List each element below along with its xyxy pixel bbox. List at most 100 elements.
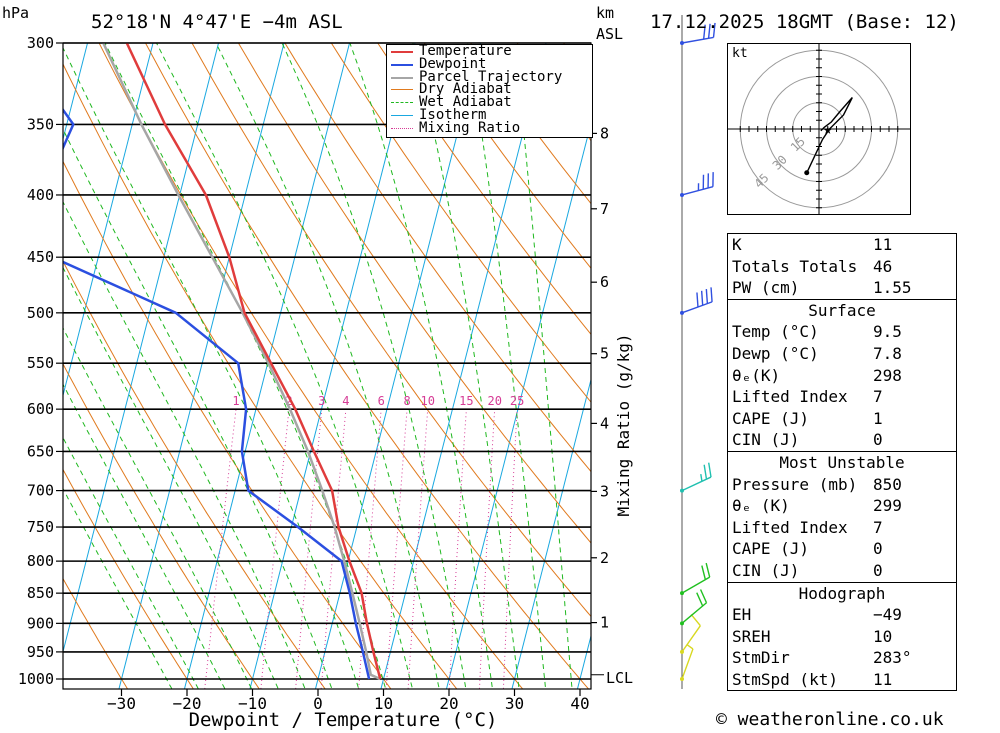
datetime-title: 17.12.2025 18GMT (Base: 12) [650, 11, 959, 33]
unstable-index-key: Pressure (mb) [732, 474, 858, 494]
unstable-index-value: 0 [873, 539, 883, 559]
unstable-index-row: Pressure (mb) 850 [728, 474, 956, 496]
temperature-tick-label: 0 [313, 694, 323, 713]
isotherm-line [63, 43, 89, 142]
unstable-index-row: Lifted Index 7 [728, 517, 956, 539]
hodograph-index-key: StmSpd (kt) [732, 669, 838, 689]
surface-index-row: Temp (°C) 9.5 [728, 321, 956, 343]
dry-adiabat-line [330, 43, 591, 403]
isotherm-line [511, 377, 591, 689]
surface-index-value: 1 [873, 408, 883, 428]
hodograph-index-key: EH [732, 605, 752, 625]
index-value: 1.55 [873, 278, 912, 298]
mixing-ratio-label: 4 [342, 394, 349, 408]
wet-adiabat-line [63, 383, 226, 689]
mixing-ratio-label: 20 [487, 394, 501, 408]
hodograph-index-key: StmDir [732, 648, 790, 668]
unstable-index-key: CIN (J) [732, 560, 800, 580]
isotherm-line [63, 43, 220, 654]
surface-index-key: θₑ(K) [732, 365, 781, 385]
plot-frame [62, 42, 592, 690]
most-unstable-section-title: Most Unstable [728, 450, 956, 474]
legend-item-dewpoint: Dewpoint [387, 57, 592, 71]
unstable-index-value: 7 [873, 517, 883, 537]
wet-adiabat-line [281, 43, 467, 689]
wet-adiabat-line [63, 200, 306, 689]
km-tick-label: 7 [600, 200, 609, 218]
isotherm-line [445, 121, 591, 689]
isotherm-line [63, 43, 154, 398]
surface-index-value: 7.8 [873, 343, 902, 363]
hodograph-index-row: StmSpd (kt) 11 [728, 669, 956, 691]
pressure-tick-label: 800 [27, 552, 54, 570]
surface-index-key: CIN (J) [732, 430, 800, 450]
mixing-ratio-line [448, 409, 467, 689]
legend-item-wet-adiabat: Wet Adiabat [387, 95, 592, 109]
indices-table: K 11 Totals Totals 46 PW (cm) 1.55 Surface Te… [727, 233, 957, 692]
pressure-tick-label: 900 [27, 614, 54, 632]
wind-barb [680, 613, 701, 654]
mixing-ratio-line [478, 409, 496, 689]
surface-index-key: Lifted Index [732, 387, 848, 407]
dry-adiabat-line [284, 43, 591, 473]
index-value: 46 [873, 256, 893, 276]
km-tick-label: 1 [600, 614, 609, 632]
unstable-index-value: 0 [873, 560, 883, 580]
wet-adiabat-line [63, 436, 199, 689]
wet-adiabat-line [63, 46, 360, 689]
legend-item-mixing-ratio: Mixing Ratio [387, 121, 592, 135]
index-value: 11 [873, 235, 893, 254]
temperature-tick-label: −20 [173, 694, 202, 713]
mixing-ratio-label: 10 [420, 394, 434, 408]
legend-item-parcel: Parcel Trajectory [387, 70, 592, 83]
km-tick-label: 2 [600, 549, 609, 567]
surface-index-row: Dewp (°C) 7.8 [728, 343, 956, 365]
dry-adiabat-line [63, 260, 326, 689]
temperature-line [125, 43, 382, 680]
x-axis-label: Dewpoint / Temperature (°C) [189, 709, 498, 731]
wet-adiabat-line [63, 128, 333, 689]
wet-adiabat-line [155, 43, 413, 689]
index-key: K [732, 235, 742, 254]
dry-adiabat-line [237, 43, 591, 544]
hodograph-index-value: 11 [873, 669, 893, 689]
dry-adiabat-line [63, 63, 458, 689]
surface-index-value: 0 [873, 430, 883, 450]
mixing-ratio-line [204, 409, 237, 689]
temperature-tick-label: 20 [439, 694, 458, 713]
hodograph-index-key: SREH [732, 626, 771, 646]
hodograph-index-row: EH −49 [728, 604, 956, 626]
km-tick-label: 4 [600, 414, 609, 432]
hodograph-end-marker [804, 170, 810, 176]
index-key: PW (cm) [732, 278, 800, 298]
surface-index-key: Dewp (°C) [732, 343, 819, 363]
surface-index-value: 9.5 [873, 322, 902, 342]
wind-barb [680, 22, 716, 45]
unstable-index-key: Lifted Index [732, 517, 848, 537]
hodograph-index-row: StmDir 283° [728, 647, 956, 669]
mixing-ratio-label: 25 [510, 394, 524, 408]
lcl-label: LCL [606, 669, 633, 687]
asl-unit-label: ASL [596, 25, 624, 43]
dry-adiabat-line [98, 43, 524, 689]
km-tick-label: 6 [600, 273, 609, 291]
pressure-tick-label: 400 [27, 186, 54, 204]
temperature-tick-label: −10 [238, 694, 267, 713]
wet-adiabat-line [349, 43, 494, 689]
temperature-tick-label: 40 [570, 694, 589, 713]
mixing-ratio-label: 2 [285, 394, 292, 408]
dry-adiabat-line [144, 43, 590, 689]
surface-section-title: Surface [728, 298, 956, 322]
index-key: Totals Totals [732, 256, 858, 276]
wind-barb [680, 644, 694, 681]
pressure-tick-label: 850 [27, 584, 54, 602]
unstable-index-key: θₑ (K) [732, 496, 790, 516]
mixing-ratio-label: 15 [459, 394, 473, 408]
hodograph-index-value: 283° [873, 648, 912, 668]
km-tick-label: 8 [600, 124, 609, 142]
credit-footer: © weatheronline.co.uk [716, 709, 944, 730]
unstable-index-key: CAPE (J) [732, 539, 810, 559]
dewpoint-line [63, 107, 371, 680]
pressure-tick-label: 750 [27, 518, 54, 536]
surface-index-row: Lifted Index 7 [728, 386, 956, 408]
